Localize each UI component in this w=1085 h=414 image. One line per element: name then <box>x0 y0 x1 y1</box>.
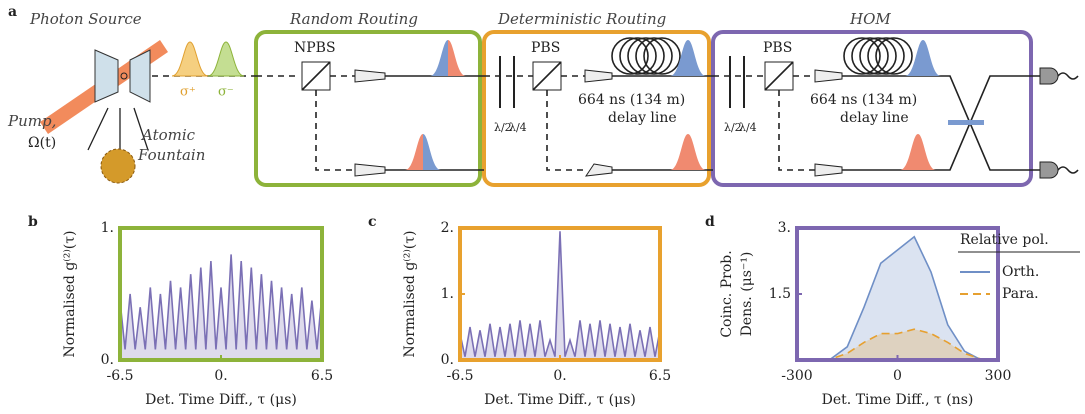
section-title: HOM <box>849 10 891 28</box>
waveplate-label: λ/2 <box>724 121 742 134</box>
detector <box>1039 67 1059 179</box>
x-tick-label: -300 <box>781 368 812 384</box>
y-tick-label: 1.5 <box>769 286 791 302</box>
y-tick-label: 1. <box>441 286 454 302</box>
rabi-label: Ω(t) <box>28 135 56 151</box>
pulse <box>430 40 448 76</box>
legend-title: Relative pol. <box>960 232 1049 248</box>
pulse <box>171 41 209 77</box>
frame <box>458 226 662 362</box>
pulse <box>405 134 423 170</box>
x-tick-label: 0 <box>893 368 902 384</box>
area <box>120 254 322 360</box>
y-tick-label: 0. <box>101 352 114 368</box>
diagram: a Photon Source Random Routing Determini… <box>7 4 1079 187</box>
x-axis-label: Det. Time Diff., τ (μs) <box>145 392 297 408</box>
beam <box>713 75 815 171</box>
arrows <box>87 107 149 151</box>
x-tick-label: -6.5 <box>107 368 134 384</box>
frame <box>118 226 324 362</box>
x-tick-label: 0. <box>214 368 227 384</box>
pbs <box>764 61 794 91</box>
pulse <box>670 40 706 76</box>
detector-cable <box>1057 72 1079 174</box>
pulse <box>670 134 706 170</box>
y-tick-label: 3. <box>778 220 791 236</box>
delay-label: delay line <box>840 110 909 126</box>
section-box <box>482 30 711 187</box>
fibre-spool <box>611 37 681 75</box>
area <box>797 329 998 360</box>
panel-label: d <box>705 214 715 230</box>
fibre <box>385 75 484 171</box>
pulse <box>448 40 466 76</box>
pulse <box>207 41 245 77</box>
atom-cloud <box>100 148 136 184</box>
pbs <box>532 61 562 91</box>
x-tick-label: 300 <box>985 368 1012 384</box>
legend-label: Orth. <box>1002 264 1039 280</box>
polarisation: σ⁺ <box>180 85 196 100</box>
section-title: Deterministic Routing <box>497 10 666 28</box>
fountain-label: Atomic <box>140 126 196 144</box>
beam-splitter <box>948 120 984 125</box>
section-box <box>254 30 482 187</box>
y-tick-label: 0. <box>441 352 454 368</box>
legend-label: Para. <box>1002 286 1039 302</box>
x-axis-label: Det. Time Diff., τ (μs) <box>484 392 636 408</box>
cavity-mirror <box>94 49 119 103</box>
component-label: PBS <box>763 40 792 56</box>
section-box <box>711 30 1033 187</box>
cavity-mirror <box>129 49 151 103</box>
fibre-spool <box>843 37 913 75</box>
waveplate-label: λ/2 <box>494 121 512 134</box>
panel-label: b <box>28 214 38 230</box>
coupler <box>814 69 843 177</box>
coupler <box>354 69 613 177</box>
section-title: Random Routing <box>289 10 418 28</box>
pump-label: Pump, <box>7 112 56 130</box>
y-axis-label: Coinc. Prob. <box>719 250 735 337</box>
component-label: NPBS <box>294 40 336 56</box>
panel-label: c <box>368 214 377 230</box>
pulse <box>905 40 941 76</box>
delay-label: delay line <box>608 110 677 126</box>
x-axis-label: Det. Time Diff., τ (ns) <box>822 392 974 408</box>
coupler <box>354 163 386 177</box>
atom <box>120 72 128 80</box>
panel-label: a <box>8 4 17 20</box>
y-tick-label: 2. <box>441 220 454 236</box>
section-title: Photon Source <box>29 10 142 28</box>
x-tick-label: 0. <box>553 368 566 384</box>
frame <box>795 226 1000 362</box>
delay-label: 664 ns (134 m) <box>578 92 685 108</box>
area <box>797 236 998 360</box>
component-label: PBS <box>531 40 560 56</box>
x-tick-label: -6.5 <box>447 368 474 384</box>
line <box>119 254 323 350</box>
y-axis-label: Normalised g⁽²⁾(τ) <box>62 231 78 358</box>
y-axis-label: Normalised g⁽²⁾(τ) <box>402 231 418 358</box>
coupler <box>584 69 613 83</box>
pulse <box>900 134 936 170</box>
x-tick-label: 6.5 <box>649 368 671 384</box>
waveplate <box>499 56 515 108</box>
beam <box>484 75 585 171</box>
npbs <box>301 61 331 91</box>
pulse <box>423 134 441 170</box>
waveplate-label: λ/4 <box>739 121 757 134</box>
x-tick-label: 6.5 <box>311 368 333 384</box>
delay-label: 664 ns (134 m) <box>810 92 917 108</box>
polarisation: σ⁻ <box>218 85 234 100</box>
waveplate <box>729 56 745 108</box>
fountain-label: Fountain <box>137 146 205 164</box>
y-axis-label: Dens. (μs⁻¹) <box>739 252 755 337</box>
beam <box>256 75 355 171</box>
line <box>459 231 661 357</box>
y-tick-label: 1. <box>101 220 114 236</box>
waveplate-label: λ/4 <box>509 121 527 134</box>
